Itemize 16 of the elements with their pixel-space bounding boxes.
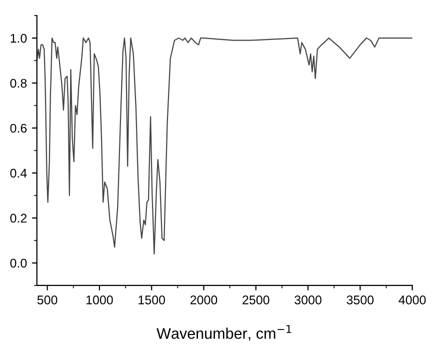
x-tick-label: 1000 [86,296,113,304]
y-tick-label: 0.0 [10,258,27,268]
x-tick-label: 2500 [242,296,270,304]
y-tick-label: 0.2 [10,214,27,223]
y-tick-label: 0.8 [10,78,27,88]
x-tick-label: 3000 [294,296,322,304]
y-tick-label: 0.4 [10,168,27,178]
y-tick-label: 1.0 [10,34,27,43]
x-tick-label: 2000 [190,296,218,304]
x-tick-label: 1500 [138,296,166,304]
x-tick-label: 4000 [398,296,426,304]
x-tick-label: 3500 [346,296,374,304]
y-tick-label: 0.6 [10,124,27,133]
x-axis-title: Wavenumber, cm$^{−1}$ [156,325,292,341]
x-tick-label: 500 [37,296,58,304]
line-series [36,38,412,255]
